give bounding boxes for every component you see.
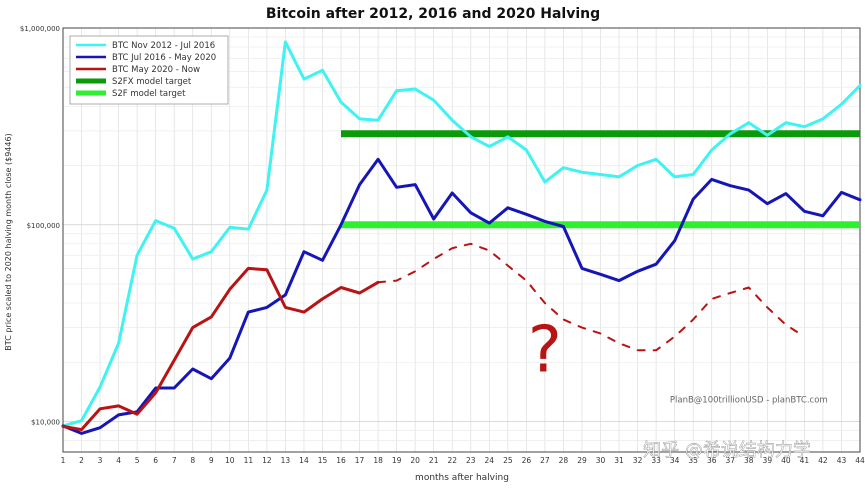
x-tick-label: 2	[79, 456, 84, 465]
x-tick-label: 9	[209, 456, 214, 465]
x-tick-label: 18	[373, 456, 383, 465]
y-tick-label: $1,000,000	[20, 25, 60, 33]
legend: BTC Nov 2012 - Jul 2016 BTC Jul 2016 - Ma…	[69, 35, 229, 105]
watermark-text: 知乎 @希说结构力学	[643, 440, 811, 461]
annotations: ? PlanB@100trillionUSD - planBTC.com	[528, 313, 828, 405]
x-tick-label: 30	[596, 456, 606, 465]
x-tick-label: 41	[800, 456, 810, 465]
x-tick-label: 17	[355, 456, 365, 465]
x-tick-label: 35	[688, 456, 698, 465]
chart-title: Bitcoin after 2012, 2016 and 2020 Halvin…	[266, 6, 600, 22]
x-tick-label: 29	[577, 456, 587, 465]
x-tick-label: 27	[540, 456, 550, 465]
x-tick-label: 31	[614, 456, 624, 465]
x-tick-label: 26	[522, 456, 532, 465]
x-tick-label: 19	[392, 456, 402, 465]
series-group	[61, 40, 862, 435]
x-tick-label: 40	[781, 456, 791, 465]
x-tick-label: 36	[707, 456, 717, 465]
x-tick-label: 43	[837, 456, 847, 465]
y-axis-label: BTC price scaled to 2020 halving month c…	[4, 133, 13, 350]
y-tick-label: $100,000	[27, 222, 60, 230]
credit-annotation: PlanB@100trillionUSD - planBTC.com	[670, 395, 828, 405]
x-tick-label: 15	[318, 456, 328, 465]
x-tick-label: 16	[336, 456, 346, 465]
x-tick-label: 3	[98, 456, 103, 465]
x-axis-label: months after halving	[415, 473, 509, 483]
legend-label: BTC May 2020 - Now	[112, 65, 200, 75]
x-tick-label: 20	[410, 456, 420, 465]
series-line	[61, 266, 380, 432]
x-tick-label: 39	[763, 456, 773, 465]
x-tick-label: 21	[429, 456, 439, 465]
x-tick-label: 12	[262, 456, 272, 465]
x-tick-label: 38	[744, 456, 754, 465]
x-tick-label: 22	[447, 456, 457, 465]
x-tick-label: 37	[725, 456, 735, 465]
legend-label: BTC Nov 2012 - Jul 2016	[112, 41, 215, 51]
x-tick-label: 14	[299, 456, 309, 465]
x-tick-label: 23	[466, 456, 476, 465]
series-line	[61, 40, 862, 428]
question-mark-annotation: ?	[528, 313, 562, 387]
x-tick-label: 24	[485, 456, 495, 465]
plot-frame	[62, 27, 861, 453]
x-tick-label: 7	[172, 456, 177, 465]
x-tick-label: 5	[135, 456, 140, 465]
x-tick-label: 10	[225, 456, 235, 465]
x-tick-label: 32	[633, 456, 643, 465]
x-tick-label: 8	[190, 456, 195, 465]
x-tick-label: 25	[503, 456, 513, 465]
axis-ticks: 1 2 3 4 5 6 7 8 9 10 11 12 13 14 15 16 17 18 19 20 21 22 23 24 2…	[20, 25, 865, 465]
series-line-projection	[377, 242, 806, 352]
series-line	[61, 157, 862, 435]
x-tick-label: 4	[116, 456, 121, 465]
x-tick-label: 6	[153, 456, 158, 465]
x-tick-label: 13	[281, 456, 291, 465]
x-tick-label: 42	[818, 456, 828, 465]
x-tick-label: 33	[651, 456, 661, 465]
legend-label: S2FX model target	[112, 77, 192, 87]
y-tick-label: $10,000	[31, 419, 60, 427]
legend-label: BTC Jul 2016 - May 2020	[112, 53, 216, 63]
x-tick-label: 11	[244, 456, 254, 465]
x-tick-label: 44	[855, 456, 865, 465]
legend-label: S2F model target	[112, 89, 186, 99]
x-tick-label: 28	[559, 456, 569, 465]
x-tick-label: 1	[61, 456, 66, 465]
x-tick-label: 34	[670, 456, 680, 465]
